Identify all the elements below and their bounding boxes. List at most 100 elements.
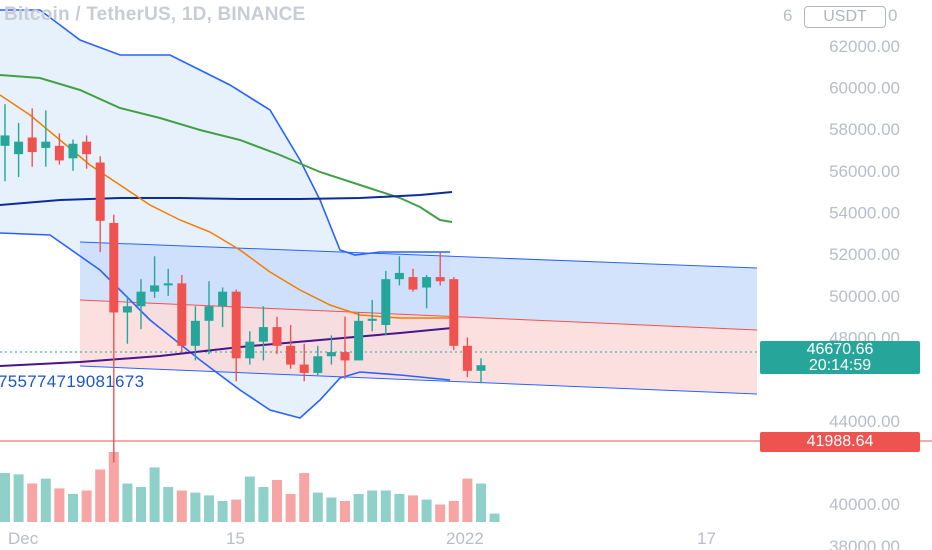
candle-body xyxy=(150,285,160,292)
candle-body xyxy=(258,327,268,342)
y-axis-label: 58000.00 xyxy=(829,120,900,139)
channel-lower-fill xyxy=(80,300,757,394)
candle-body xyxy=(408,277,418,290)
candle-body xyxy=(218,291,228,307)
y-axis-top-label: 6 xyxy=(783,6,792,25)
x-axis-label: 2022 xyxy=(446,529,484,548)
candle-body xyxy=(68,143,78,159)
volume-bars xyxy=(0,452,500,522)
volume-bar xyxy=(122,483,133,522)
volume-bar xyxy=(176,490,187,522)
candle-body xyxy=(422,277,432,288)
candle-body xyxy=(95,162,105,221)
candle-body xyxy=(109,222,119,313)
volume-bar xyxy=(217,501,228,522)
candle-body xyxy=(462,345,472,371)
candle-body xyxy=(14,141,24,155)
volume-bar xyxy=(299,473,310,522)
candle-body xyxy=(54,145,64,161)
bar-countdown: 20:14:59 xyxy=(808,357,872,374)
volume-bar xyxy=(27,483,38,522)
candle-body xyxy=(272,327,282,346)
y-axis-label: 44000.00 xyxy=(829,412,900,431)
candle-body xyxy=(313,356,323,373)
candle-body xyxy=(204,306,214,321)
candle-body xyxy=(299,364,309,373)
y-axis-label: 50000.00 xyxy=(829,287,900,306)
candle-body xyxy=(326,352,336,357)
volume-bar xyxy=(462,478,473,522)
volume-bar xyxy=(95,469,106,522)
volume-bar xyxy=(68,494,78,522)
currency-button[interactable]: USDT xyxy=(804,6,886,28)
ma-navy-line xyxy=(0,191,453,206)
candles xyxy=(0,104,486,463)
volume-bar xyxy=(136,487,146,522)
y-axis-label: 62000.00 xyxy=(829,37,900,56)
volume-bar xyxy=(312,492,323,522)
volume-bar xyxy=(435,504,446,522)
volume-bar xyxy=(489,513,500,522)
y-axis-label: 52000.00 xyxy=(829,245,900,264)
volume-bar xyxy=(285,494,296,522)
volume-bar xyxy=(231,499,242,522)
candle-body xyxy=(286,345,296,365)
channel-upper-fill xyxy=(80,242,757,330)
candle-body xyxy=(27,137,37,153)
chart-title: Bitcoin / TetherUS, 1D, BINANCE xyxy=(4,4,306,25)
volume-bar xyxy=(258,487,269,522)
low-price: 41988.64 xyxy=(806,433,874,450)
volume-bar xyxy=(326,497,337,522)
bollinger-lower-line xyxy=(0,232,451,419)
ma-green-line xyxy=(0,74,453,223)
y-axis-top-label-end: 0 xyxy=(888,6,897,25)
candle-body xyxy=(122,306,132,313)
candle-body xyxy=(435,277,445,282)
volume-bar xyxy=(244,476,255,522)
candle-body xyxy=(82,141,92,155)
candle-body xyxy=(245,341,255,359)
candle-body xyxy=(163,283,173,286)
candle-body xyxy=(367,318,377,321)
volume-bar xyxy=(190,492,201,522)
candle-body xyxy=(136,291,146,307)
volume-bar xyxy=(149,467,160,522)
candle-body xyxy=(340,352,350,361)
low-price-tag: 41988.64 xyxy=(760,432,920,452)
volume-bar xyxy=(163,487,174,522)
x-axis-label: 15 xyxy=(226,529,245,548)
volume-bar xyxy=(448,501,459,522)
last-price: 46670.66 xyxy=(806,341,874,358)
candle-body xyxy=(354,320,364,361)
volume-bar xyxy=(340,501,350,522)
indicator-value: 755774719081673 xyxy=(0,372,145,391)
channel-bottom-line xyxy=(79,365,758,395)
last-price-tag: 46670.66 20:14:59 xyxy=(760,341,920,374)
candle-body xyxy=(449,279,459,346)
volume-bar xyxy=(380,490,391,522)
y-axis-label: 54000.00 xyxy=(829,204,900,223)
y-axis-label: 40000.00 xyxy=(829,495,900,514)
bollinger-upper-line xyxy=(0,9,450,256)
candle-body xyxy=(476,365,486,371)
candle-body xyxy=(394,272,404,280)
volume-bar xyxy=(13,474,24,522)
candle-body xyxy=(41,141,51,148)
volume-bar xyxy=(108,452,119,522)
candle-body xyxy=(231,291,241,359)
candle-body xyxy=(0,135,10,146)
volume-bar xyxy=(54,488,65,522)
channel-mid-line xyxy=(79,299,758,331)
volume-bar xyxy=(272,480,282,522)
y-axis-label: 38000.00 xyxy=(829,537,900,550)
candle-body xyxy=(381,279,391,325)
candle-body xyxy=(177,283,187,346)
candle-body xyxy=(190,320,200,346)
volume-bar xyxy=(421,499,432,522)
volume-bar xyxy=(408,495,418,522)
volume-bar xyxy=(353,494,364,522)
y-axis-label: 56000.00 xyxy=(829,162,900,181)
volume-bar xyxy=(40,478,51,522)
volume-bar xyxy=(394,494,405,522)
